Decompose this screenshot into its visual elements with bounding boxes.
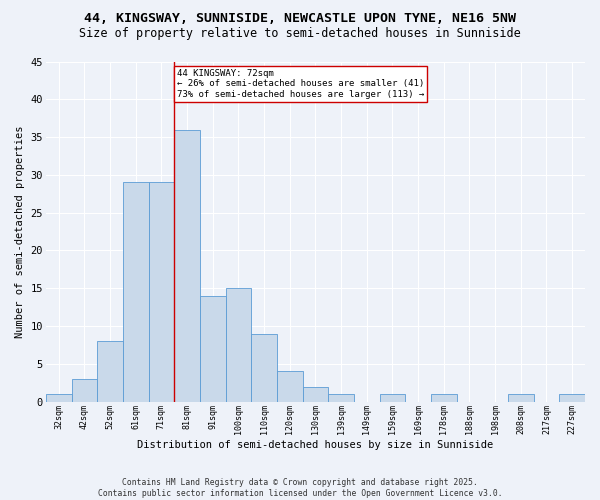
Text: Size of property relative to semi-detached houses in Sunniside: Size of property relative to semi-detach…: [79, 28, 521, 40]
Bar: [277, 372, 302, 402]
Text: 44 KINGSWAY: 72sqm
← 26% of semi-detached houses are smaller (41)
73% of semi-de: 44 KINGSWAY: 72sqm ← 26% of semi-detache…: [177, 69, 424, 99]
Text: 44, KINGSWAY, SUNNISIDE, NEWCASTLE UPON TYNE, NE16 5NW: 44, KINGSWAY, SUNNISIDE, NEWCASTLE UPON …: [84, 12, 516, 26]
Bar: [174, 130, 200, 402]
Bar: [97, 341, 123, 402]
Bar: [71, 379, 97, 402]
Bar: [251, 334, 277, 402]
Text: Contains HM Land Registry data © Crown copyright and database right 2025.
Contai: Contains HM Land Registry data © Crown c…: [98, 478, 502, 498]
Bar: [46, 394, 71, 402]
Bar: [431, 394, 457, 402]
Bar: [200, 296, 226, 402]
Bar: [302, 386, 328, 402]
Bar: [226, 288, 251, 402]
Bar: [123, 182, 149, 402]
Bar: [149, 182, 174, 402]
Bar: [559, 394, 585, 402]
Bar: [508, 394, 533, 402]
X-axis label: Distribution of semi-detached houses by size in Sunniside: Distribution of semi-detached houses by …: [137, 440, 494, 450]
Y-axis label: Number of semi-detached properties: Number of semi-detached properties: [15, 126, 25, 338]
Bar: [380, 394, 405, 402]
Bar: [328, 394, 354, 402]
